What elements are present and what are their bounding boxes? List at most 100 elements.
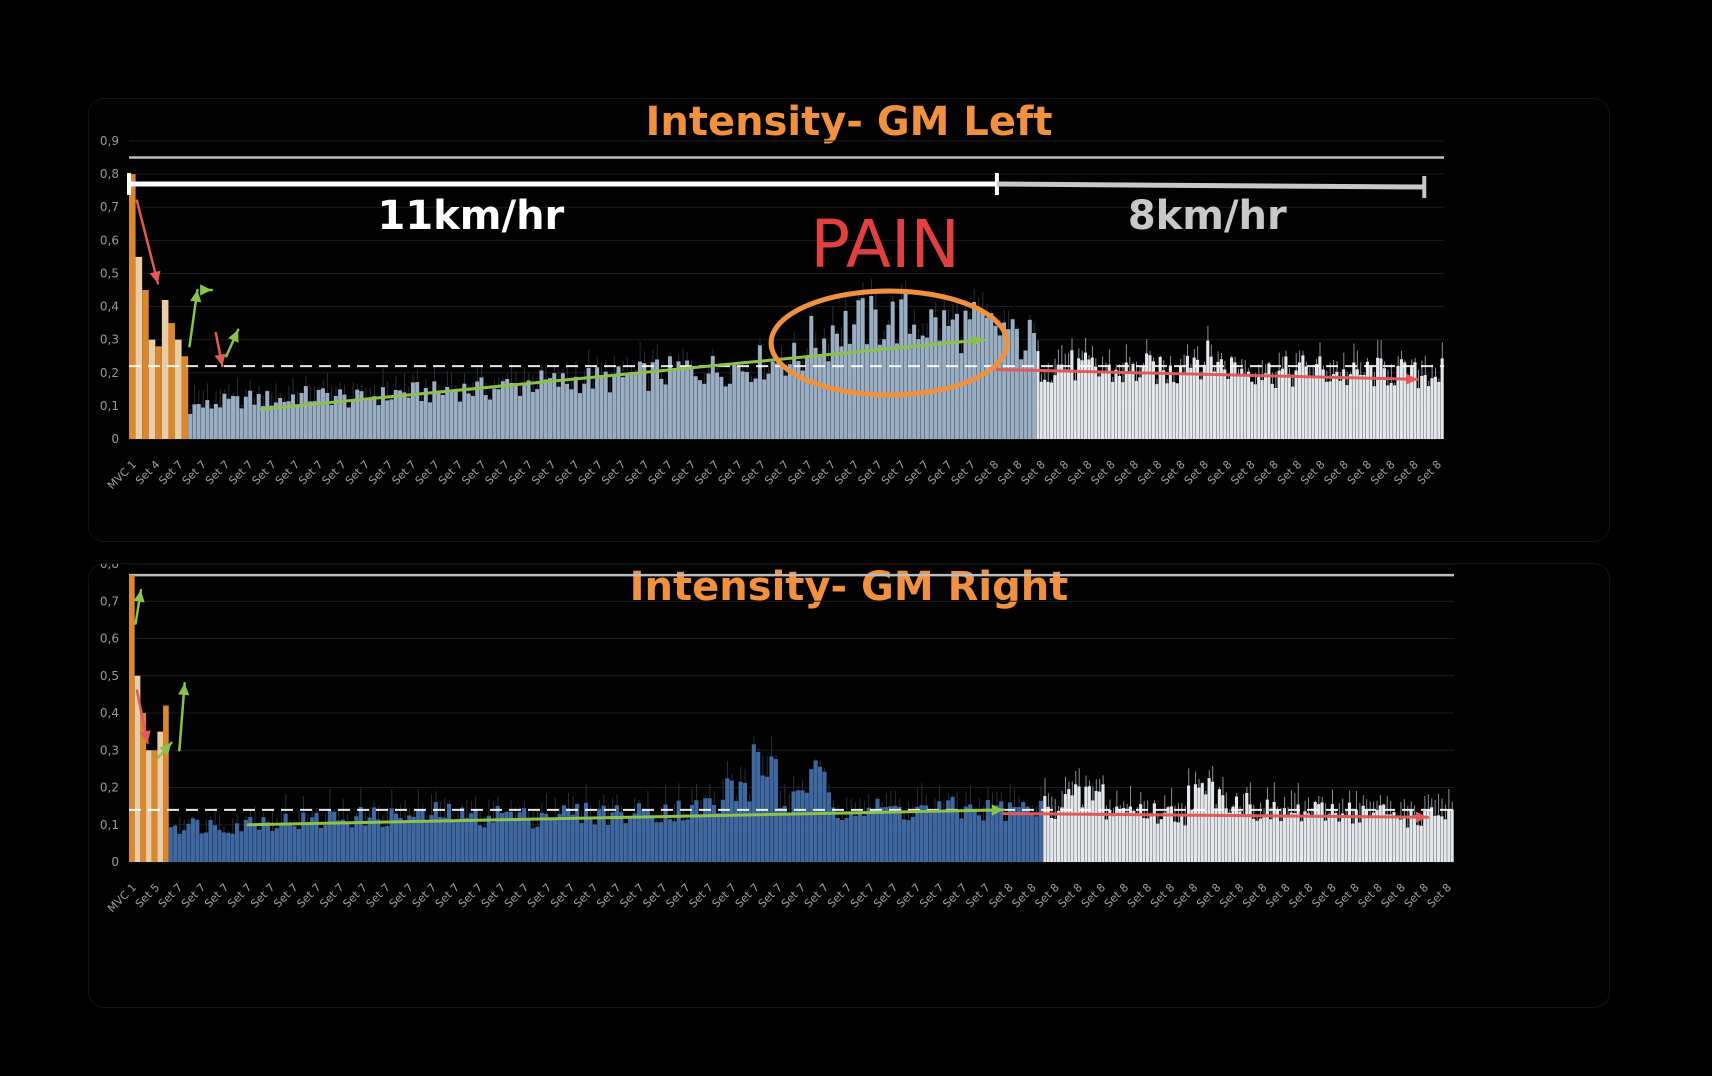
- bar-fast: [676, 361, 681, 439]
- bar-slow: [1269, 819, 1273, 862]
- bar-slow: [1060, 807, 1064, 862]
- bar-slow: [1097, 376, 1101, 439]
- bar-fast: [243, 819, 248, 862]
- bar-mvc: [175, 339, 182, 439]
- bar-slow: [1323, 820, 1328, 862]
- bar-slow: [1070, 350, 1074, 439]
- bar-fast: [530, 828, 536, 862]
- bar-slow: [1207, 778, 1211, 862]
- bar-fast: [582, 383, 587, 439]
- bar-fast: [543, 379, 548, 439]
- bar-slow: [1327, 814, 1331, 862]
- bar-fast: [857, 812, 862, 862]
- bar-fast: [707, 798, 712, 862]
- bar-fast: [226, 832, 231, 862]
- bar-fast: [186, 823, 191, 862]
- x-tick-label: Set 7: [366, 458, 395, 487]
- bar-fast: [586, 368, 591, 439]
- bar-slow: [1046, 806, 1050, 862]
- bar-fast: [715, 372, 720, 439]
- bar-slow: [1050, 817, 1054, 862]
- bar-fast: [783, 375, 788, 439]
- bar-slow: [1393, 385, 1397, 439]
- x-tick-label: Set 7: [202, 881, 231, 910]
- bar-fast: [779, 365, 784, 439]
- bar-fast: [260, 406, 265, 439]
- bar-slow: [1039, 381, 1043, 439]
- bar-fast: [770, 361, 775, 439]
- bar-fast: [429, 815, 434, 862]
- bar-fast: [725, 778, 730, 862]
- bar-slow: [1166, 807, 1170, 862]
- bar-mvc: [163, 705, 169, 862]
- bar-fast: [809, 315, 814, 439]
- bar-slow: [1212, 371, 1217, 439]
- trend-arrow-head: [149, 270, 161, 284]
- bar-slow: [1155, 384, 1159, 439]
- trend-arrow-head: [178, 683, 190, 696]
- bar-fast: [415, 382, 420, 439]
- bar-mvc: [157, 731, 164, 862]
- bar-fast: [462, 383, 467, 439]
- bar-fast: [286, 401, 291, 439]
- bar-fast: [830, 325, 835, 439]
- bar-fast: [274, 828, 279, 862]
- bar-fast: [482, 827, 487, 862]
- bar-slow: [1430, 378, 1434, 439]
- bar-slow: [1189, 367, 1193, 439]
- bar-slow: [1115, 806, 1119, 862]
- trend-arrow-head: [991, 804, 1004, 816]
- x-tick-label: Set 7: [963, 881, 992, 910]
- y-tick-label: 0,8: [100, 167, 119, 181]
- bar-slow: [1359, 374, 1363, 439]
- bar-mvc: [142, 290, 149, 439]
- bar-fast: [367, 817, 372, 862]
- bar-mvc: [155, 346, 162, 439]
- bar-slow: [1121, 808, 1126, 862]
- bar-fast: [282, 401, 287, 439]
- bar-slow: [1376, 357, 1380, 439]
- y-tick-label: 0,6: [100, 233, 119, 247]
- bar-fast: [318, 828, 324, 862]
- bar-slow: [1080, 360, 1084, 439]
- bar-fast: [1027, 319, 1032, 439]
- bar-fast: [629, 371, 634, 439]
- bar-fast: [451, 820, 456, 862]
- bar-fast: [697, 380, 702, 439]
- bar-fast: [310, 817, 315, 862]
- bar-fast: [363, 399, 368, 439]
- bar-fast: [765, 776, 770, 862]
- bar-slow: [1060, 364, 1064, 439]
- x-tick-label: Set 8: [1228, 458, 1257, 487]
- bar-fast: [416, 809, 421, 862]
- bar-slow: [1276, 810, 1280, 862]
- x-tick-label: Set 8: [1158, 458, 1187, 487]
- bar-slow: [1124, 362, 1128, 439]
- y-tick-label: 0,3: [100, 743, 119, 757]
- bar-fast: [787, 812, 792, 862]
- bar-slow: [1250, 381, 1254, 439]
- bar-fast: [968, 804, 973, 862]
- bar-fast: [438, 816, 443, 862]
- bar-slow: [1108, 809, 1112, 862]
- bar-fast: [345, 823, 350, 862]
- bar-slow: [1347, 802, 1352, 862]
- bar-fast: [380, 387, 385, 439]
- x-tick-label: Set 8: [1112, 458, 1141, 487]
- bar-fast: [363, 825, 368, 862]
- bar-fast: [694, 800, 699, 862]
- bar-fast: [252, 825, 257, 862]
- bar-slow: [1450, 809, 1454, 862]
- x-tick-label: Set 8: [1056, 881, 1085, 910]
- bar-slow: [1056, 364, 1060, 439]
- bar-fast: [394, 813, 399, 862]
- bar-slow: [1228, 812, 1232, 862]
- x-tick-label: Set 7: [250, 458, 279, 487]
- bar-slow: [1142, 818, 1146, 862]
- bar-slow: [1202, 364, 1206, 439]
- bar-fast: [809, 769, 814, 862]
- bar-fast: [235, 396, 240, 439]
- bar-fast: [916, 339, 921, 439]
- x-tick-label: Set 7: [271, 881, 300, 910]
- bar-slow: [1303, 811, 1307, 862]
